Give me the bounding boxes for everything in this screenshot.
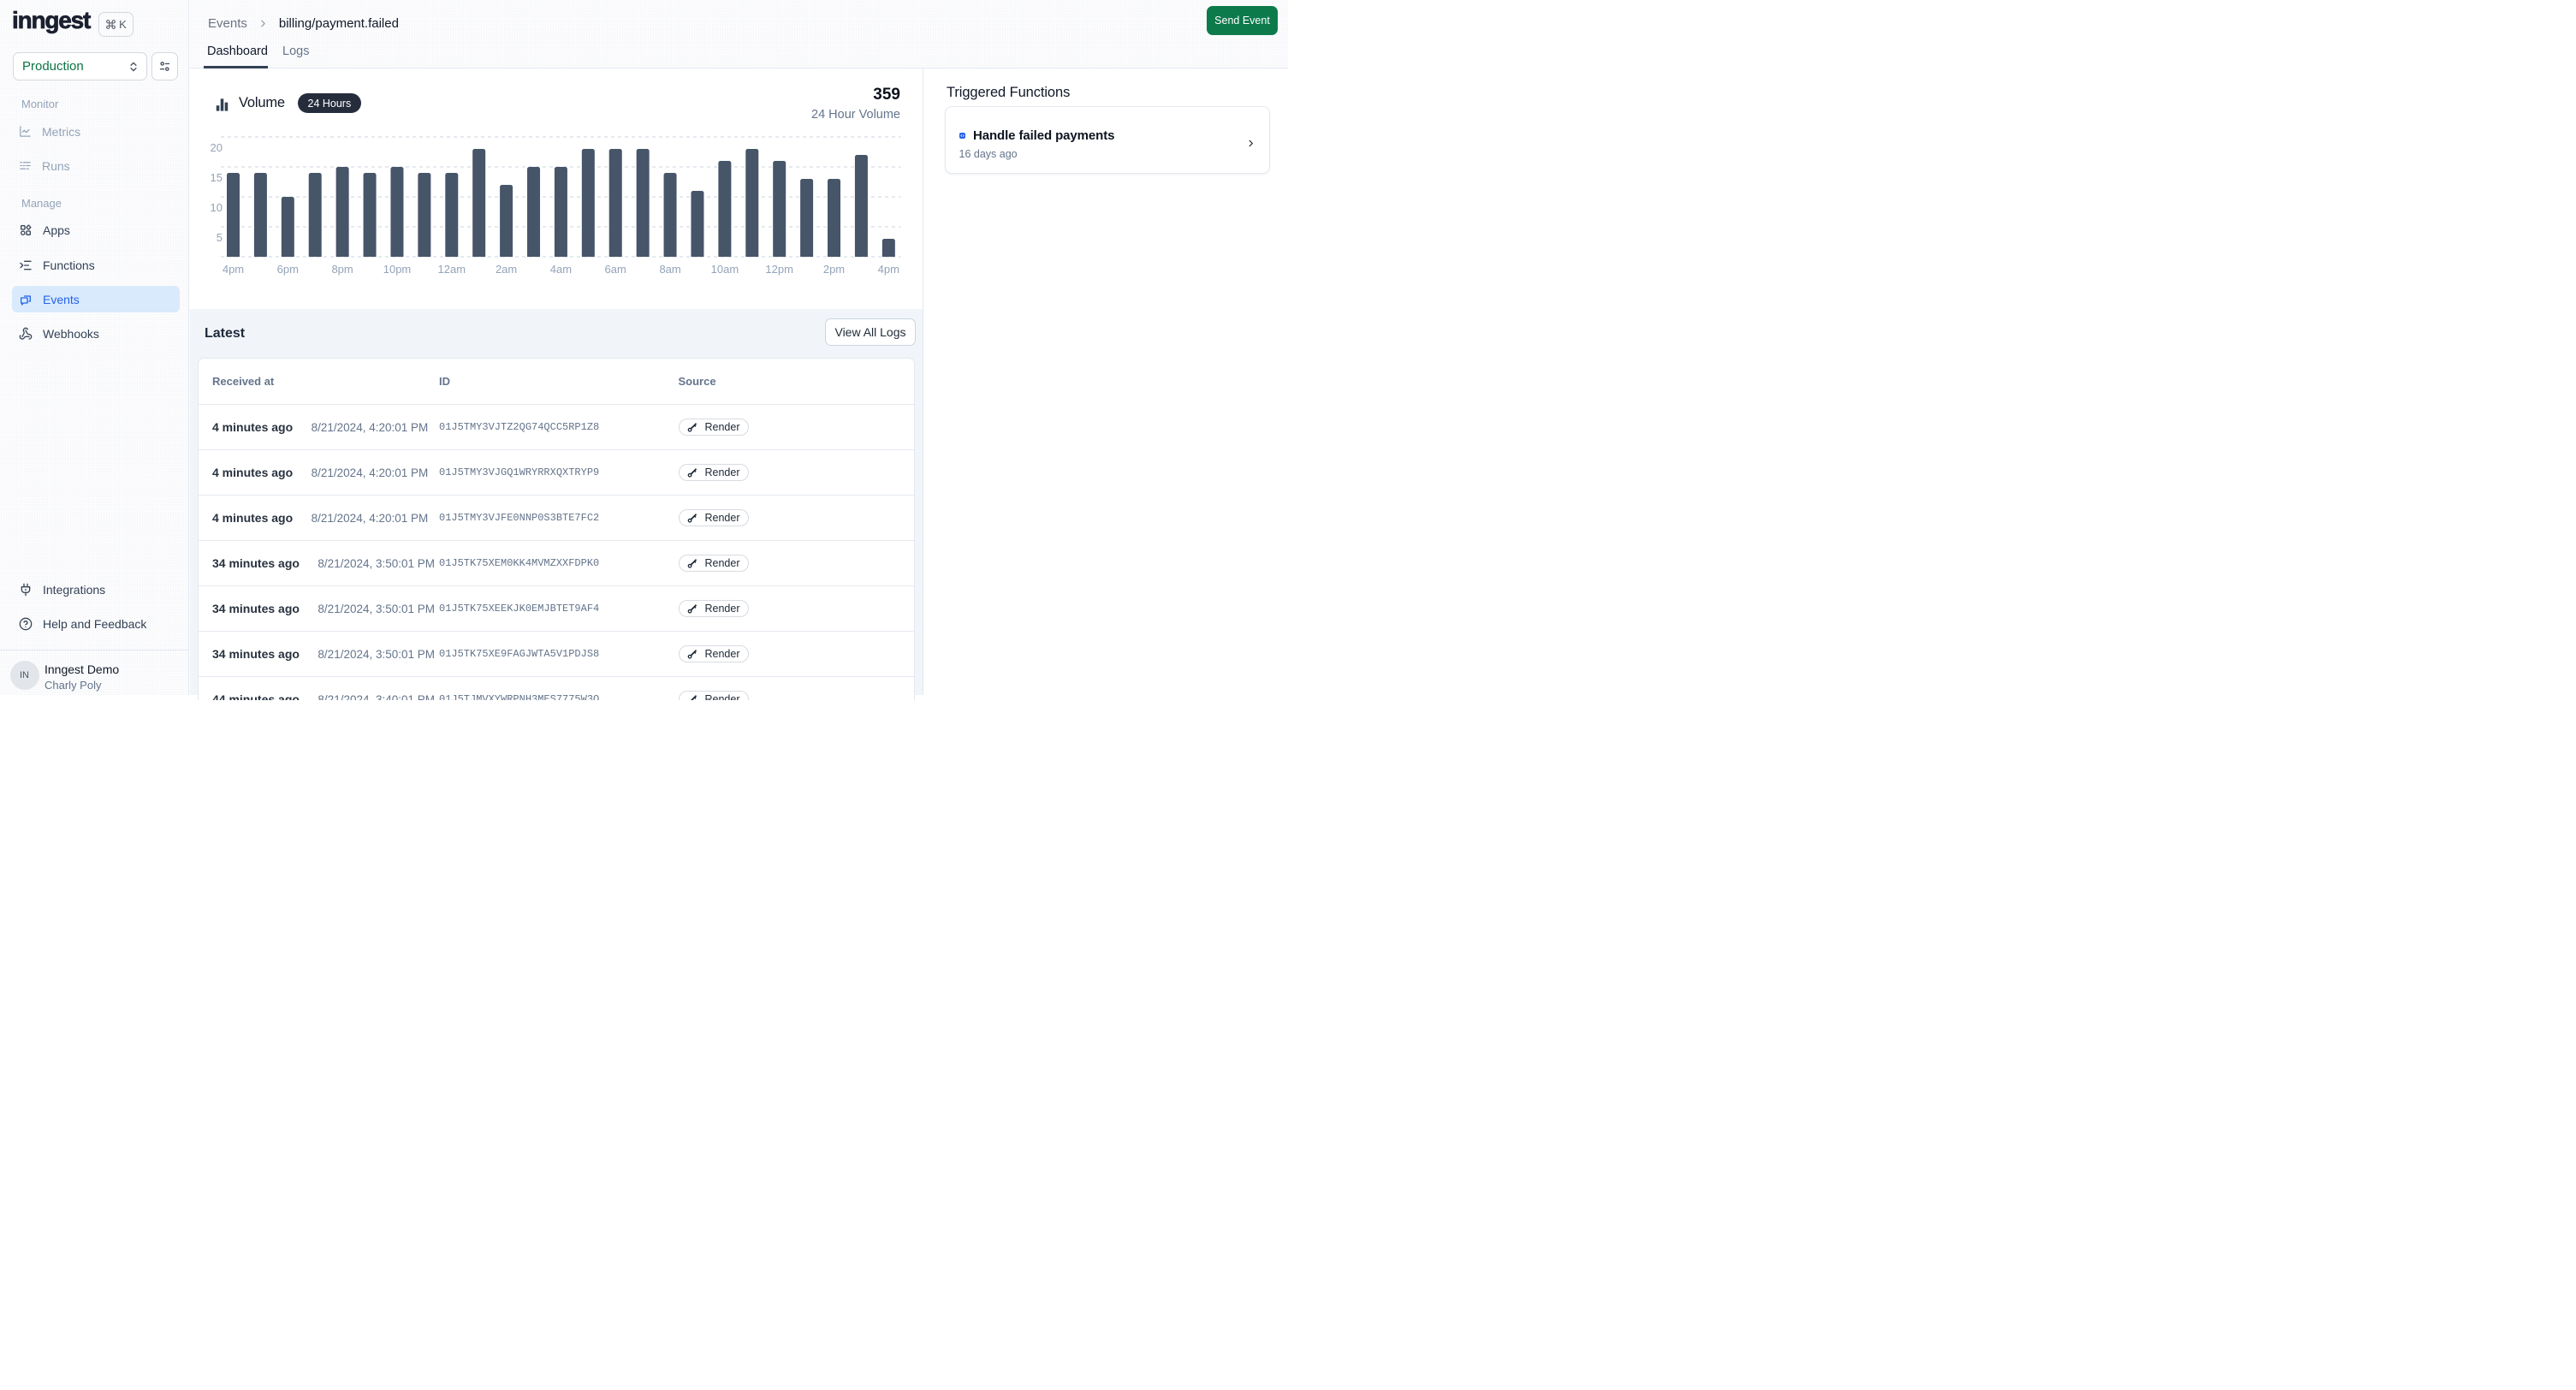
svg-text:10: 10 bbox=[211, 201, 223, 214]
svg-text:4pm: 4pm bbox=[878, 263, 899, 276]
svg-text:8pm: 8pm bbox=[331, 263, 353, 276]
svg-text:12pm: 12pm bbox=[765, 263, 793, 276]
svg-text:10pm: 10pm bbox=[383, 263, 412, 276]
svg-text:2am: 2am bbox=[496, 263, 517, 276]
svg-text:2pm: 2pm bbox=[823, 263, 845, 276]
svg-text:10am: 10am bbox=[711, 263, 739, 276]
svg-text:20: 20 bbox=[211, 141, 223, 154]
svg-text:8am: 8am bbox=[659, 263, 680, 276]
svg-text:6am: 6am bbox=[605, 263, 626, 276]
svg-text:6pm: 6pm bbox=[277, 263, 299, 276]
svg-text:4am: 4am bbox=[550, 263, 572, 276]
svg-text:15: 15 bbox=[211, 171, 223, 184]
svg-text:12am: 12am bbox=[438, 263, 466, 276]
svg-text:5: 5 bbox=[217, 231, 223, 244]
svg-text:4pm: 4pm bbox=[223, 263, 244, 276]
